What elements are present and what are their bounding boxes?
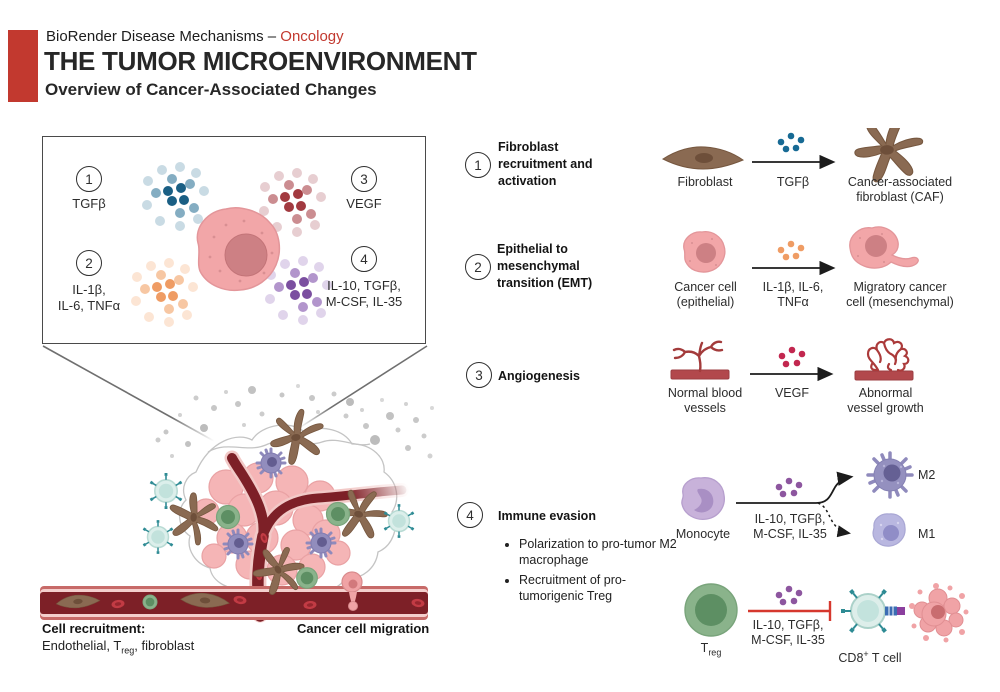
label-caf: Cancer-associated fibroblast (CAF)	[847, 175, 953, 204]
tumor-mass-illustration	[40, 345, 434, 623]
secreted-factor-dots	[155, 384, 434, 459]
breadcrumb: BioRender Disease Mechanisms – Oncology	[46, 28, 344, 45]
inhibition-arrow-icon	[748, 601, 832, 621]
row3-graphics	[670, 338, 914, 382]
label-abnormal-vessels: Abnormal vessel growth	[847, 386, 924, 415]
row4b-graphics	[684, 583, 969, 643]
arrow-to-m2	[736, 471, 854, 504]
il-dots-icon	[777, 240, 805, 261]
inset-label-tgfb: TGFβ	[72, 196, 106, 211]
label-m2: M2	[918, 468, 936, 482]
caf-icon	[854, 128, 924, 183]
treg-cell-icon	[215, 504, 241, 530]
cd8-t-cell-icon	[141, 519, 175, 555]
inset-number-3: 3	[351, 166, 377, 192]
inset-number-2: 2	[76, 250, 102, 276]
cytokine-clusters-illustration	[131, 162, 332, 327]
tcr-complex-icon	[885, 606, 905, 616]
row-title-emt: Epithelial to mesenchymal transition (EM…	[497, 242, 593, 290]
treg-in-vessel-icon	[142, 594, 158, 610]
bullet-m2-polarization: Polarization to pro-tumor M2 macrophage	[519, 536, 677, 568]
row-number-1: 1	[465, 152, 491, 178]
dotted-arrow-to-m1	[817, 502, 851, 538]
bullet-treg-recruitment: Recruitment of pro-tumorigenic Treg	[519, 572, 677, 604]
row-number-2: 2	[465, 254, 491, 280]
label-vegf: VEGF	[774, 386, 810, 400]
eyebrow-highlight: Oncology	[280, 28, 344, 45]
monocyte-icon	[681, 477, 725, 520]
m2-macrophage-icon	[866, 451, 914, 499]
inset-number-4: 4	[351, 246, 377, 272]
row-number-4: 4	[457, 502, 483, 528]
il1b-il6-tnfa-dot-cluster	[131, 258, 198, 327]
inset-label-vegf: VEGF	[346, 196, 382, 211]
cell-recruitment-detail: Endothelial, Treg, fibroblast	[42, 638, 195, 656]
label-migratory-cell: Migratory cancer cell (mesenchymal)	[846, 280, 954, 309]
cd8-t-cell-icon	[841, 589, 905, 633]
magnified-inset-box: 1 TGFβ 2 IL-1β, IL-6, TNFα 3 VEGF 4 IL-1…	[42, 136, 426, 344]
label-immune-signals-1: IL-10, TGFβ, M-CSF, IL-35	[753, 512, 827, 541]
label-normal-vessels: Normal blood vessels	[667, 386, 743, 415]
page-title: THE TUMOR MICROENVIRONMENT	[44, 46, 477, 76]
mechanism-rows-illustrations	[661, 128, 969, 643]
normal-blood-vessel-icon	[670, 340, 730, 380]
treg-cell-icon	[325, 501, 351, 527]
m1-macrophage-icon	[872, 513, 906, 547]
row1-graphics	[661, 128, 924, 183]
vegf-dots-icon	[778, 346, 806, 368]
treg-cell-icon	[296, 567, 318, 589]
label-monocyte: Monocyte	[675, 527, 731, 541]
inset-number-1: 1	[76, 166, 102, 192]
row4a-graphics	[681, 451, 914, 547]
treg-icon	[684, 583, 738, 637]
label-immune-signals-2: IL-10, TGFβ, M-CSF, IL-35	[751, 618, 825, 647]
fibroblast-icon	[661, 146, 745, 170]
cd8-t-cell-icon	[382, 503, 416, 539]
page-subtitle: Overview of Cancer-Associated Changes	[45, 80, 377, 99]
row-title-immune-evasion: Immune evasion	[498, 509, 596, 523]
immune-dots-icon	[775, 585, 803, 606]
tumor-cell-cluster-icon	[909, 583, 969, 643]
main-blood-vessel	[40, 586, 428, 620]
row2-graphics	[683, 226, 919, 276]
cancer-cell-migration-label: Cancer cell migration	[297, 621, 430, 636]
label-il-signals: IL-1β, IL-6, TNFα	[762, 280, 824, 309]
macrophage-icon	[222, 528, 254, 560]
macrophage-icon	[255, 447, 287, 479]
tgfb-dots-icon	[777, 132, 805, 153]
row-number-3: 3	[466, 362, 492, 388]
row-title-angiogenesis: Angiogenesis	[498, 369, 580, 383]
immune-dots-icon	[775, 477, 803, 498]
epithelial-cancer-cell-icon	[683, 231, 726, 273]
label-treg: Treg	[700, 641, 722, 658]
macrophage-icon	[305, 527, 337, 559]
migrating-cancer-cell-icon	[341, 571, 363, 611]
label-fibroblast: Fibroblast	[677, 175, 733, 189]
inset-label-immune: IL-10, TGFβ, M-CSF, IL-35	[325, 278, 403, 309]
magnifier-guide-lines	[42, 345, 428, 442]
label-tgfb: TGFβ	[776, 175, 810, 189]
label-m1: M1	[918, 527, 936, 541]
tgfb-dot-cluster	[142, 162, 209, 231]
label-cd8-t-cell: CD8+ T cell	[838, 649, 902, 666]
cancer-cell-icon	[196, 207, 281, 292]
row-title-fibroblast: Fibroblast recruitment and activation	[498, 140, 593, 188]
inset-label-il: IL-1β, IL-6, TNFα	[57, 282, 121, 313]
accent-bar	[8, 30, 38, 102]
eyebrow-text: BioRender Disease Mechanisms –	[46, 28, 281, 45]
cell-recruitment-title: Cell recruitment:	[42, 621, 146, 636]
label-cancer-cell: Cancer cell (epithelial)	[674, 280, 737, 309]
cd8-t-cell-icon	[148, 472, 184, 510]
abnormal-vessel-icon	[854, 338, 914, 381]
migratory-cancer-cell-icon	[849, 226, 919, 269]
immune-evasion-bullets: Polarization to pro-tumor M2 macrophage …	[505, 536, 677, 608]
